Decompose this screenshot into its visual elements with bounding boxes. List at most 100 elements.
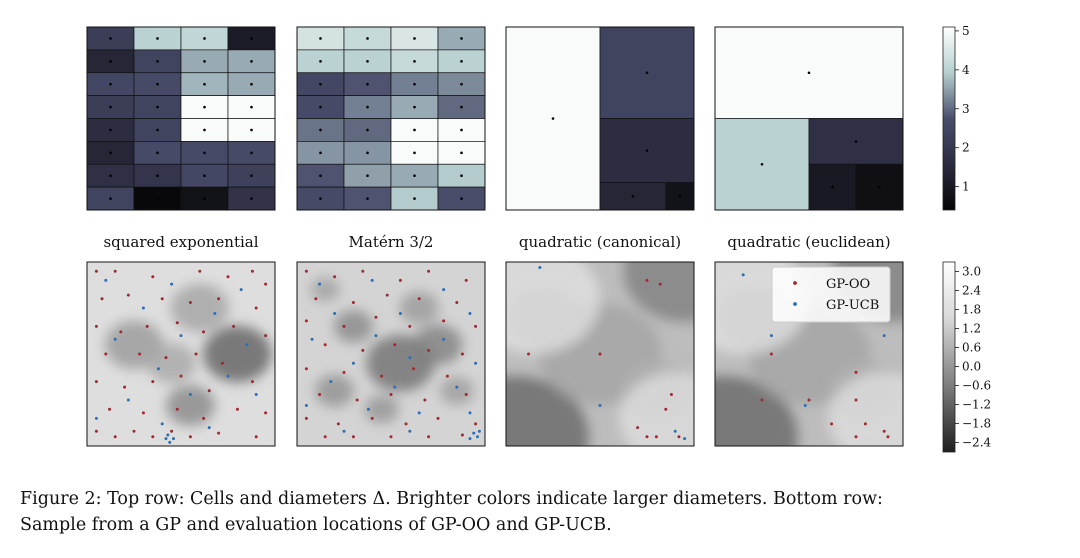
cell-center-dot <box>156 151 159 155</box>
gp-oo-point <box>664 407 668 411</box>
gp-oo-point <box>677 435 681 439</box>
gp-ucb-point <box>94 416 98 420</box>
gp-oo-point <box>460 352 464 356</box>
cell-center-dot <box>645 71 649 75</box>
gp-ucb-point <box>673 429 677 433</box>
gp-oo-point <box>389 392 393 396</box>
gp-field <box>715 262 903 446</box>
gp-ucb-point <box>408 356 412 360</box>
cell-center-dot <box>460 151 463 155</box>
gp-oo-point <box>854 435 858 439</box>
cell-center-dot <box>250 174 253 177</box>
column-title-matern: Matérn 3/2 <box>349 233 434 251</box>
gp-oo-point <box>232 324 236 328</box>
gp-oo-point <box>235 407 239 411</box>
cell-center-dot <box>203 151 206 155</box>
gp-oo-point <box>304 367 308 371</box>
legend-label-gp-ucb: GP-UCB <box>826 298 879 313</box>
cell-center-dot <box>203 174 206 177</box>
cell-center-dot <box>366 105 369 109</box>
legend: GP-OO GP-UCB <box>771 266 891 323</box>
gp-oo-point <box>113 269 117 273</box>
cell-center-dot <box>250 60 253 63</box>
gp-ucb-point <box>477 429 481 433</box>
cell-center-dot <box>319 60 322 63</box>
gp-oo-point <box>145 324 149 328</box>
bottom-panel-0 <box>86 261 276 447</box>
gp-ucb-point <box>168 440 172 444</box>
cell-center-dot <box>413 197 416 200</box>
cell-center-dot <box>203 197 206 200</box>
cell-center-dot <box>109 151 112 155</box>
gp-ucb-point <box>310 337 314 341</box>
bottom-panel-2 <box>505 261 695 447</box>
colorbar-tick-label: −1.8 <box>962 417 991 431</box>
cell-center-dot <box>156 82 159 86</box>
bottom-colorbar <box>942 261 956 453</box>
gp-field-blobs <box>104 283 272 426</box>
gp-oo-point <box>217 297 221 301</box>
gp-oo-point <box>342 324 346 328</box>
gp-ucb-point <box>141 306 145 310</box>
figure-canvas: squared exponential Matérn 3/2 quadratic… <box>86 24 992 453</box>
gp-oo-point <box>123 385 127 389</box>
gp-ucb-point <box>213 312 217 316</box>
gp-dark-region <box>310 277 340 302</box>
gp-oo-point <box>464 392 468 396</box>
cell-center-dot <box>366 197 369 200</box>
cell-center-dot <box>807 71 811 75</box>
gp-ucb-point <box>179 334 183 338</box>
colorbar-tick-label: 4 <box>962 63 970 77</box>
gp-oo-point <box>436 416 440 420</box>
cell-center-dot <box>854 140 858 143</box>
gp-ucb-point <box>304 404 308 408</box>
cell-center-dot <box>319 105 322 109</box>
cell-center-dot <box>250 105 253 109</box>
colorbar-tick-label: 5 <box>962 24 970 38</box>
gp-oo-point <box>250 380 254 384</box>
gp-oo-point <box>474 422 478 426</box>
cell-center-dot <box>460 128 463 132</box>
gp-field <box>506 262 694 446</box>
gp-ucb-point <box>207 426 211 430</box>
cell-center-dot <box>413 37 416 40</box>
cell-center-dot <box>250 128 253 132</box>
gp-oo-point <box>412 367 416 371</box>
gp-ucb-point <box>474 361 478 365</box>
gp-ucb-point <box>318 282 322 286</box>
gp-oo-point <box>445 374 449 378</box>
gp-oo-point <box>126 293 130 297</box>
gp-oo-point <box>427 435 431 439</box>
gp-ucb-point <box>171 437 175 441</box>
colorbar-tick-label: 3 <box>962 102 970 116</box>
panel-frame <box>296 26 486 211</box>
gp-oo-point <box>151 275 155 279</box>
gp-oo-point <box>198 269 202 273</box>
gp-oo-point <box>385 293 389 297</box>
cell-center-dot <box>878 185 881 189</box>
panel-frame <box>505 26 695 211</box>
bottom-row-gp-panels <box>86 261 904 447</box>
cell-center-dot <box>156 128 159 132</box>
bottom-colorbar-ticks: 3.0 2.4 1.8 1.2 0.6 0.0 −0.6 −1.2 −1.8 −2.4 <box>955 265 992 450</box>
gp-ucb-point <box>104 278 108 282</box>
gp-oo-point <box>202 416 206 420</box>
gp-light-region <box>506 262 600 354</box>
gp-oo-point <box>138 352 142 356</box>
cell-center-dot <box>156 37 159 40</box>
gp-oo-point <box>417 297 421 301</box>
gp-oo-point <box>188 300 192 304</box>
gp-oo-point <box>323 435 327 439</box>
gp-oo-point <box>886 435 890 439</box>
gp-ucb-point <box>683 437 687 441</box>
gp-ucb-point <box>113 337 117 341</box>
gp-oo-point <box>854 398 858 402</box>
cell-center-dot <box>156 105 159 109</box>
gp-ucb-point <box>803 404 807 408</box>
panel-frame <box>296 261 486 447</box>
cell-center-dot <box>156 174 159 177</box>
cell-center-dot <box>109 82 112 86</box>
gp-ucb-point <box>170 282 174 286</box>
gp-oo-point <box>393 343 397 347</box>
gp-ucb-point <box>398 312 402 316</box>
